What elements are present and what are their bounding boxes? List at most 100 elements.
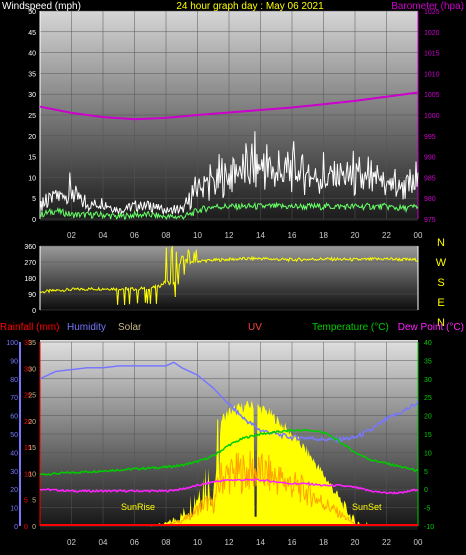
baro-y-tick: 980 <box>424 196 436 203</box>
rain-tick: 20 <box>24 419 32 426</box>
wind-y-tick: 15 <box>28 155 36 162</box>
env-x-tick: 14 <box>256 538 265 547</box>
env-x-tick: 08 <box>162 538 171 547</box>
temperature-line <box>39 428 419 476</box>
wind-y-tick: 0 <box>32 217 36 224</box>
wind-x-tick: 08 <box>162 231 171 240</box>
rain-tick: 25 <box>24 393 32 400</box>
legend-uv: UV <box>248 322 262 333</box>
humidity-tick: 60 <box>10 414 18 421</box>
compass-label: S <box>437 277 444 289</box>
humidity-tick: 30 <box>10 469 18 476</box>
wind-y-tick: 40 <box>28 51 36 58</box>
compass-label: E <box>437 297 444 309</box>
humidity-tick: 70 <box>10 395 18 402</box>
dew-point-line <box>39 478 419 495</box>
baro-y-tick: 985 <box>424 175 436 182</box>
wind-y-tick: 25 <box>28 113 36 120</box>
wind-y-tick: 35 <box>28 71 36 78</box>
rain-tick: 35 <box>24 340 32 347</box>
baro-y-tick: 975 <box>424 217 436 224</box>
dir-y-tick: 180 <box>24 276 36 283</box>
humidity-tick: 50 <box>10 432 18 439</box>
compass-label: N <box>437 317 445 329</box>
rain-tick: 30 <box>24 366 32 373</box>
dir-y-tick: 270 <box>24 260 36 267</box>
wind-y-tick: 45 <box>28 30 36 37</box>
rain-tick: 0 <box>24 524 28 531</box>
barometer-label: Barometer (hpa) <box>391 1 464 12</box>
temp-tick: 15 <box>424 432 432 439</box>
env-x-tick: 02 <box>67 538 76 547</box>
compass-label: W <box>436 257 447 269</box>
env-x-tick: 10 <box>193 538 202 547</box>
humidity-line <box>39 361 419 444</box>
baro-y-tick: 1015 <box>424 51 440 58</box>
env-x-tick: 22 <box>382 538 391 547</box>
temp-tick: 35 <box>424 358 432 365</box>
wind-direction-line <box>39 246 419 306</box>
legend-solar: Solar <box>118 322 142 333</box>
wind-x-tick: 00 <box>414 231 423 240</box>
wind-average-line <box>39 201 419 221</box>
temp-tick: 10 <box>424 450 432 457</box>
env-x-tick: 00 <box>414 538 423 547</box>
uv-tick: 30 <box>28 366 36 373</box>
uv-tick: 15 <box>28 445 36 452</box>
baro-y-tick: 1025 <box>424 9 440 16</box>
wind-y-tick: 30 <box>28 92 36 99</box>
temp-tick: 30 <box>424 377 432 384</box>
temp-tick: -5 <box>424 506 430 513</box>
uv-tick: 0 <box>32 524 36 531</box>
wind-y-tick: 10 <box>28 175 36 182</box>
wind-x-tick: 22 <box>382 231 391 240</box>
wind-gust-line <box>39 131 419 215</box>
wind-x-tick: 14 <box>256 231 265 240</box>
dir-y-tick: 90 <box>28 292 36 299</box>
uv-tick: 35 <box>28 340 36 347</box>
wind-y-tick: 20 <box>28 134 36 141</box>
env-x-tick: 04 <box>99 538 108 547</box>
uv-tick: 10 <box>28 471 36 478</box>
baro-y-tick: 1020 <box>424 30 440 37</box>
dir-y-tick: 0 <box>32 308 36 315</box>
env-x-tick: 12 <box>225 538 234 547</box>
env-x-tick: 16 <box>288 538 297 547</box>
uv-tick: 20 <box>28 419 36 426</box>
env-x-tick: 18 <box>319 538 328 547</box>
sunrise-label: SunRise <box>121 502 155 512</box>
baro-y-tick: 1005 <box>424 92 440 99</box>
wind-y-tick: 5 <box>32 196 36 203</box>
humidity-tick: 0 <box>14 524 18 531</box>
legend-rainfall: Rainfall (mm) <box>0 322 59 333</box>
chart-title: 24 hour graph day : May 06 2021 <box>176 1 324 12</box>
legend-humidity: Humidity <box>67 322 106 333</box>
humidity-tick: 20 <box>10 487 18 494</box>
baro-y-tick: 1010 <box>424 71 440 78</box>
wind-x-tick: 12 <box>225 231 234 240</box>
humidity-tick: 80 <box>10 377 18 384</box>
wind-x-tick: 10 <box>193 231 202 240</box>
wind-x-tick: 18 <box>319 231 328 240</box>
temp-tick: 40 <box>424 340 432 347</box>
temp-tick: 0 <box>424 487 428 494</box>
temp-tick: -10 <box>424 524 434 531</box>
temp-tick: 25 <box>424 395 432 402</box>
uv-tick: 25 <box>28 393 36 400</box>
baro-y-tick: 1000 <box>424 113 440 120</box>
env-x-tick: 20 <box>351 538 360 547</box>
rain-tick: 15 <box>24 445 32 452</box>
wind-x-tick: 02 <box>67 231 76 240</box>
baro-y-tick: 990 <box>424 155 436 162</box>
legend-temperature: Temperature (°C) <box>312 322 389 333</box>
temp-tick: 20 <box>424 414 432 421</box>
humidity-tick: 40 <box>10 450 18 457</box>
wind-x-tick: 16 <box>288 231 297 240</box>
sunset-label: SunSet <box>352 502 382 512</box>
wind-x-tick: 20 <box>351 231 360 240</box>
temp-tick: 5 <box>424 469 428 476</box>
env-x-tick: 06 <box>130 538 139 547</box>
legend-dewpoint: Dew Point (°C) <box>398 322 464 333</box>
